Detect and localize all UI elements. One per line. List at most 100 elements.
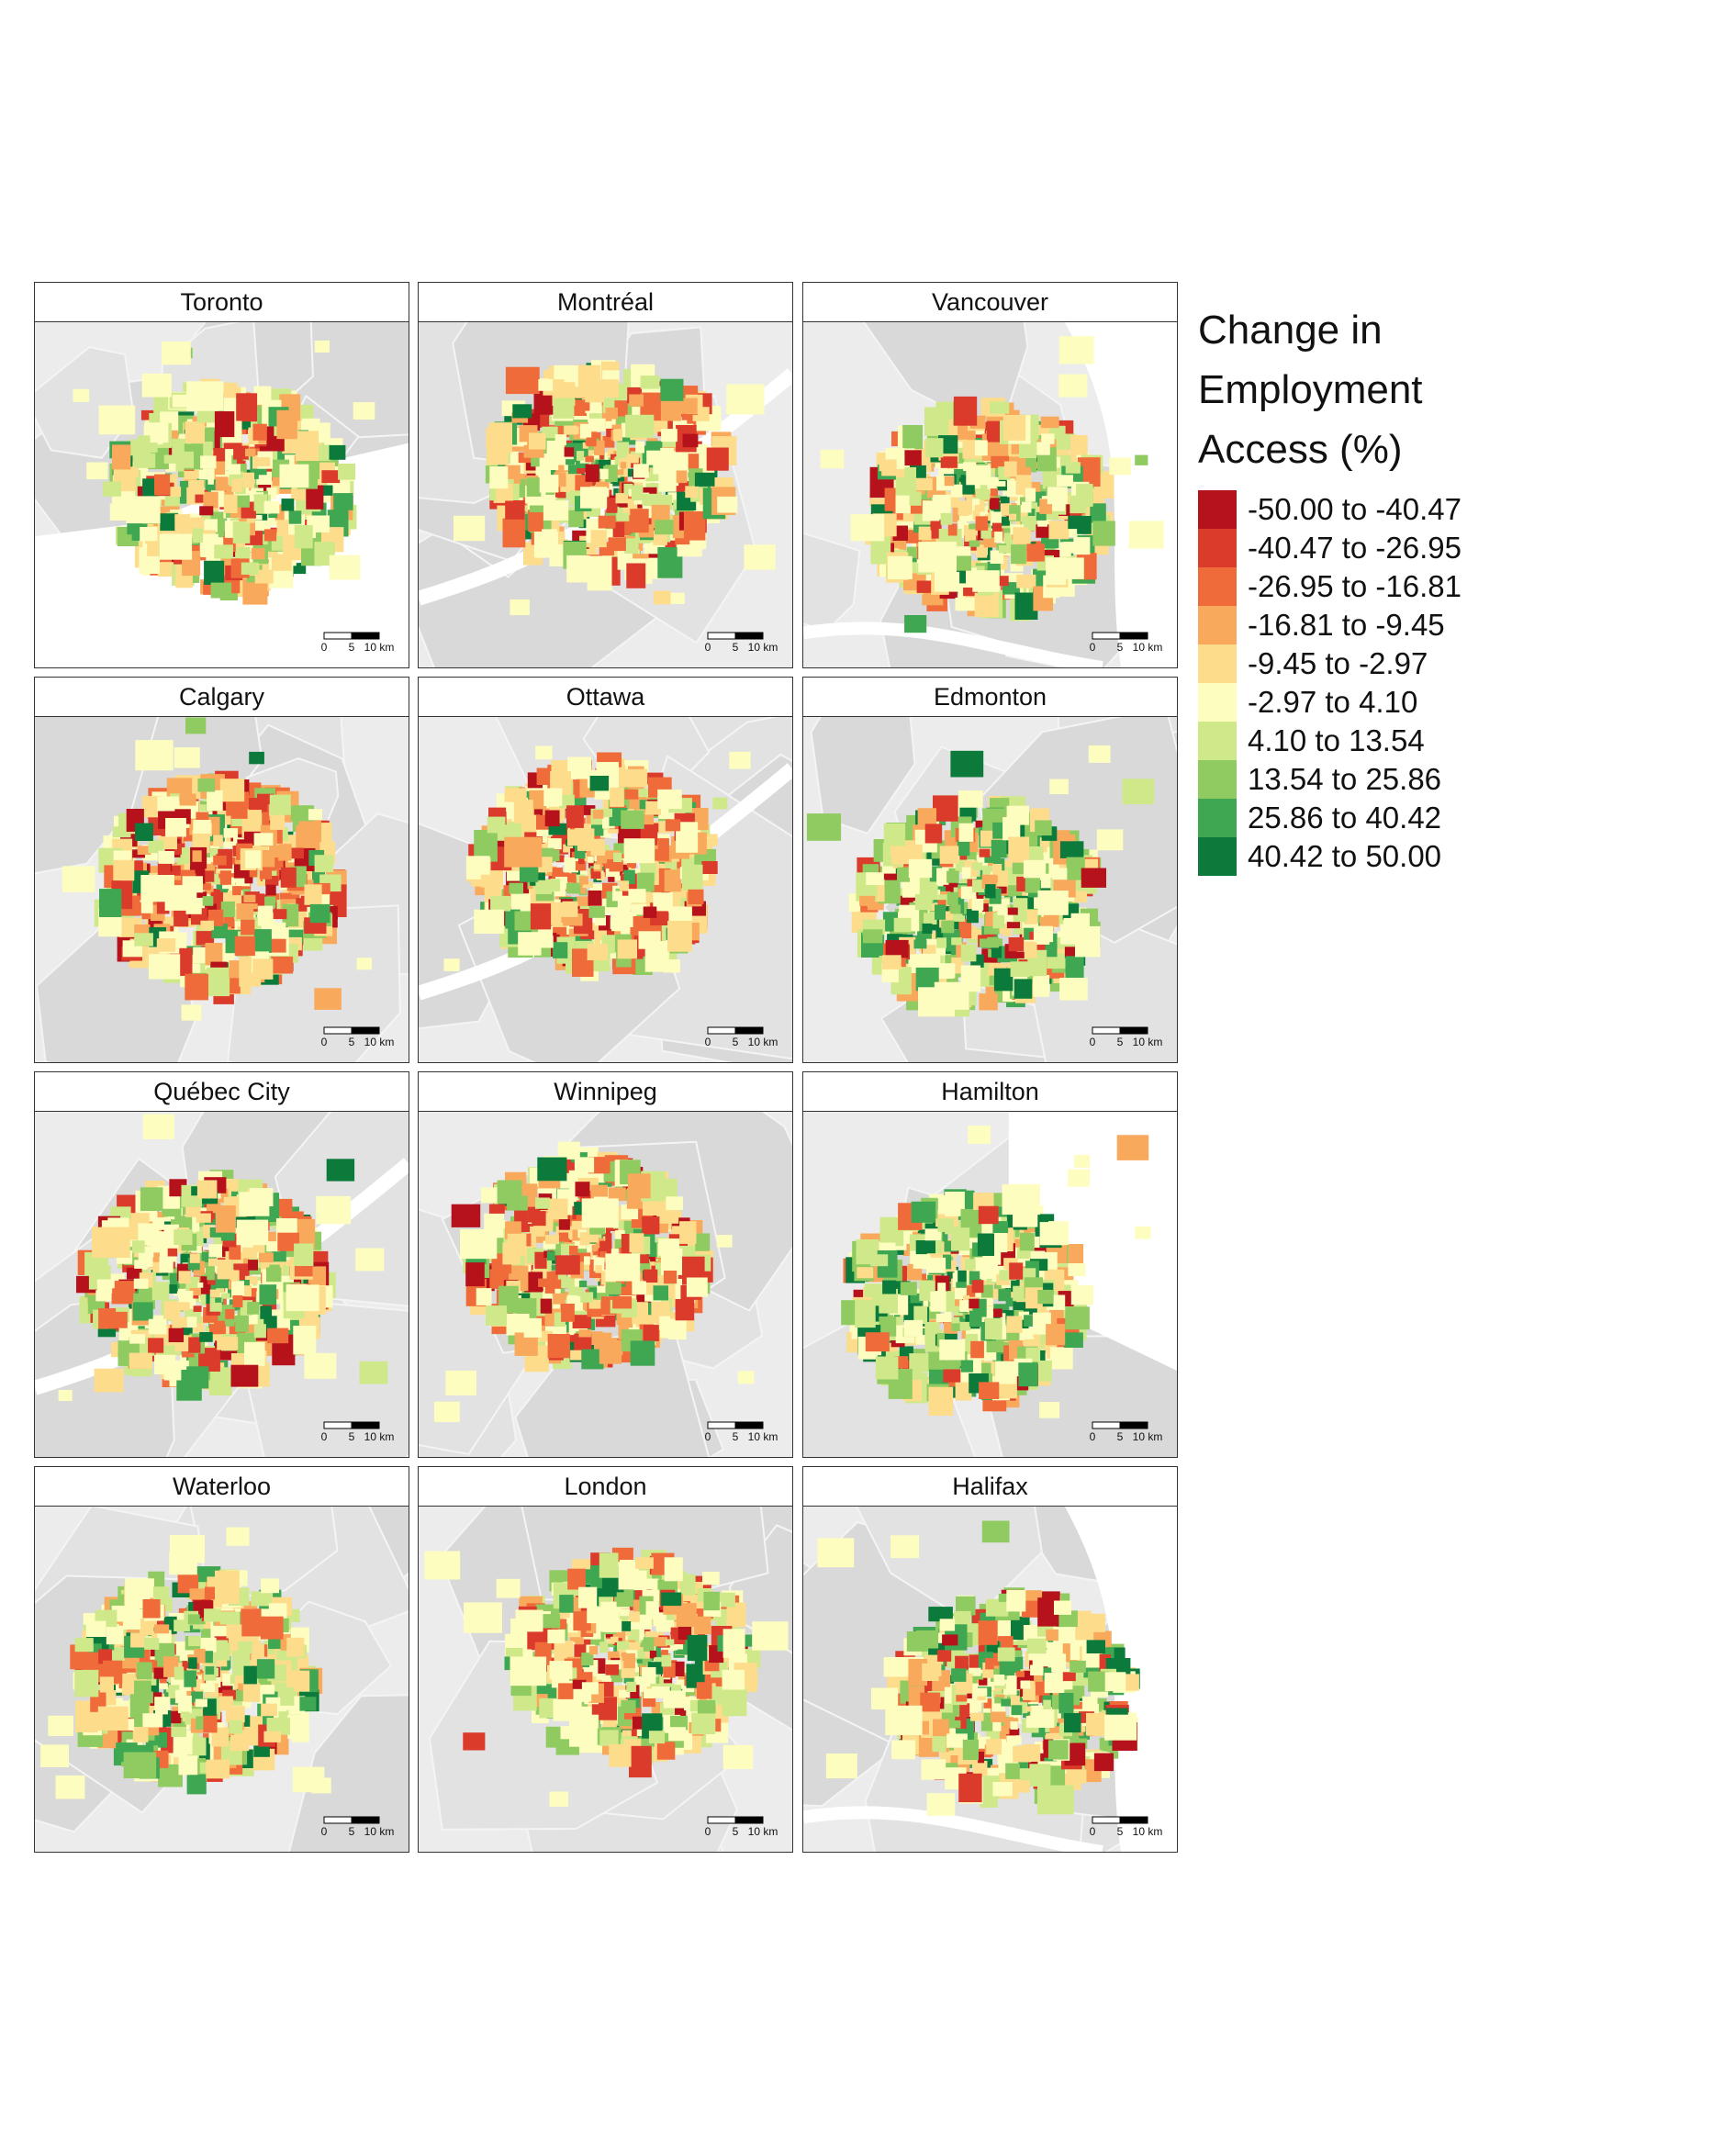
tract bbox=[562, 901, 578, 917]
tract bbox=[318, 485, 333, 496]
scale-bar-label: 10 km bbox=[364, 1036, 395, 1048]
tract bbox=[196, 1276, 207, 1285]
outlying-tract bbox=[666, 1196, 683, 1211]
tract bbox=[203, 491, 218, 509]
outlying-tract bbox=[445, 1370, 476, 1395]
outlying-tract bbox=[665, 819, 681, 832]
tract bbox=[914, 477, 933, 491]
tract bbox=[558, 1232, 569, 1242]
map-area: 0 5 10 km bbox=[34, 716, 409, 1063]
outlying-tract bbox=[555, 1255, 580, 1275]
tract bbox=[162, 916, 176, 926]
tract bbox=[215, 476, 229, 491]
tract bbox=[203, 870, 215, 882]
tract bbox=[176, 853, 194, 865]
outlying-tract bbox=[451, 1204, 481, 1227]
tract bbox=[200, 1284, 211, 1294]
tract bbox=[204, 885, 214, 895]
tract bbox=[179, 793, 196, 806]
tract bbox=[294, 525, 313, 549]
tract bbox=[1035, 820, 1052, 836]
tract bbox=[253, 1324, 266, 1339]
tract bbox=[937, 1283, 946, 1294]
tract bbox=[269, 451, 284, 461]
tract bbox=[1003, 461, 1017, 477]
tract bbox=[191, 1293, 199, 1299]
tract bbox=[658, 469, 677, 492]
tract bbox=[188, 480, 205, 495]
tract bbox=[218, 387, 241, 401]
tract bbox=[321, 470, 341, 484]
outlying-tract bbox=[1023, 859, 1047, 879]
tract bbox=[189, 1287, 201, 1296]
tract bbox=[879, 1316, 897, 1337]
tract bbox=[939, 846, 959, 864]
tract bbox=[248, 490, 257, 500]
outlying-tract bbox=[1058, 336, 1094, 364]
scale-bar-segment bbox=[323, 1421, 353, 1429]
scale-bar-label: 0 bbox=[705, 1036, 711, 1048]
tract bbox=[944, 476, 955, 487]
tract bbox=[281, 499, 295, 511]
tract bbox=[133, 443, 151, 462]
tract bbox=[592, 1244, 601, 1252]
outlying-tract bbox=[73, 388, 90, 402]
tract bbox=[1048, 521, 1070, 540]
tract bbox=[938, 465, 949, 480]
tract bbox=[185, 421, 205, 443]
tract bbox=[165, 1284, 177, 1294]
tract bbox=[946, 891, 958, 905]
tract bbox=[566, 882, 581, 894]
tract bbox=[567, 387, 587, 398]
tract bbox=[543, 1292, 553, 1302]
tract bbox=[294, 1243, 314, 1266]
tract bbox=[599, 865, 605, 871]
tract bbox=[486, 1305, 508, 1326]
tract bbox=[1051, 499, 1065, 511]
tract bbox=[980, 1284, 993, 1298]
outlying-tract bbox=[1088, 745, 1111, 763]
tract bbox=[1070, 1285, 1093, 1305]
tract bbox=[992, 914, 1005, 929]
tract bbox=[150, 422, 169, 443]
tract bbox=[140, 527, 158, 542]
tract bbox=[549, 879, 561, 891]
tract bbox=[214, 1320, 225, 1331]
tract bbox=[614, 1238, 624, 1250]
tract bbox=[575, 1182, 590, 1197]
tract bbox=[1049, 1347, 1073, 1370]
tract bbox=[1008, 513, 1017, 521]
outlying-tract bbox=[236, 1219, 269, 1246]
tract bbox=[933, 795, 958, 822]
tract bbox=[990, 488, 998, 497]
tract bbox=[207, 478, 214, 485]
tract bbox=[1040, 416, 1059, 429]
outlying-tract bbox=[966, 465, 991, 486]
tract bbox=[570, 1350, 587, 1361]
tract bbox=[205, 1284, 217, 1294]
outlying-tract bbox=[661, 429, 678, 443]
tract bbox=[658, 1238, 680, 1256]
tract bbox=[643, 906, 657, 918]
scale-bar-label: 5 bbox=[1117, 641, 1124, 654]
tract bbox=[236, 393, 258, 422]
tract bbox=[916, 580, 935, 593]
tract bbox=[859, 895, 876, 906]
scale-bar-label: 5 bbox=[349, 1430, 355, 1443]
tract bbox=[263, 500, 280, 514]
tract bbox=[194, 1296, 203, 1303]
tract bbox=[577, 828, 595, 851]
tract bbox=[626, 454, 637, 463]
tract bbox=[976, 544, 988, 558]
tract bbox=[982, 903, 989, 913]
scale-bar: 0 5 10 km bbox=[1090, 632, 1162, 654]
tract bbox=[870, 1254, 889, 1267]
map-area: 0 5 10 km bbox=[418, 716, 793, 1063]
tract bbox=[529, 790, 548, 810]
tract bbox=[893, 917, 912, 933]
tract bbox=[606, 498, 618, 513]
tract bbox=[221, 1293, 230, 1299]
tract bbox=[967, 879, 978, 891]
tract bbox=[993, 968, 1014, 992]
tract bbox=[1036, 511, 1047, 521]
